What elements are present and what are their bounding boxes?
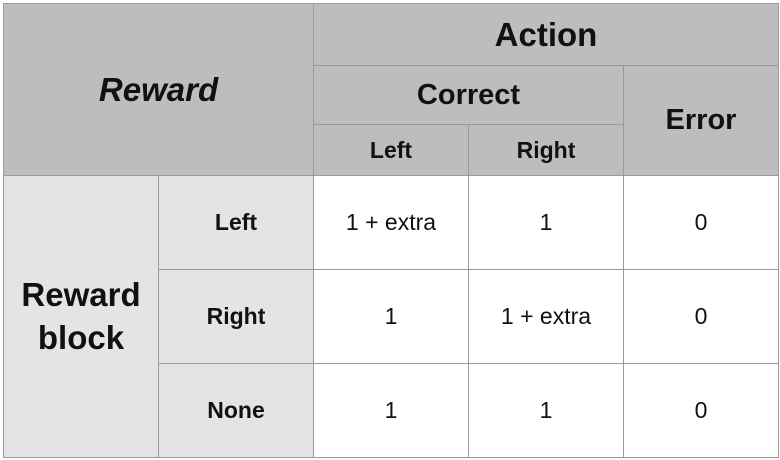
cell-none-correct-right: 1 [468, 363, 624, 458]
cell-right-correct-right: 1 + extra [468, 269, 624, 364]
action-header: Action [312, 3, 780, 66]
row-label-none: None [158, 363, 314, 458]
cell-left-correct-right: 1 [468, 175, 624, 270]
correct-header: Correct [313, 65, 624, 125]
reward-block-label: Reward block [3, 175, 159, 458]
row-label-right: Right [158, 269, 314, 364]
cell-none-correct-left: 1 [313, 363, 469, 458]
cell-left-correct-left: 1 + extra [313, 175, 469, 270]
cell-left-error: 0 [622, 175, 780, 270]
cell-none-error: 0 [622, 363, 780, 458]
reward-table: Reward Action Correct Error Left Right R… [3, 3, 780, 458]
correct-right-header: Right [468, 124, 624, 176]
reward-table-container: Reward Action Correct Error Left Right R… [3, 3, 780, 458]
reward-block-label-line2: block [37, 318, 125, 356]
correct-left-header: Left [313, 124, 469, 176]
reward-block-label-line1: Reward [21, 275, 141, 313]
cell-right-error: 0 [622, 269, 780, 364]
reward-corner-header: Reward [3, 3, 314, 176]
row-label-left: Left [158, 175, 314, 270]
cell-right-correct-left: 1 [313, 269, 469, 364]
error-header: Error [622, 65, 780, 176]
